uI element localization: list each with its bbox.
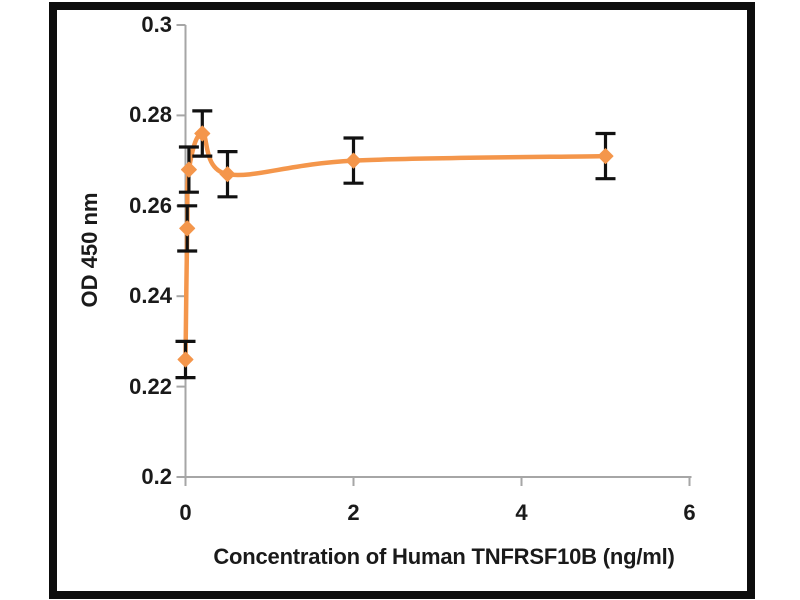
y-axis-title: OD 450 nm <box>77 192 102 308</box>
data-point-marker-3 <box>194 125 211 142</box>
x-tick-label-0: 0 <box>179 500 192 525</box>
y-tick-label-0.26: 0.26 <box>129 192 172 218</box>
data-point-marker-5 <box>345 152 362 169</box>
data-point-marker-6 <box>597 148 614 165</box>
y-tick-label-0.2: 0.2 <box>141 464 172 489</box>
series-line <box>183 131 608 362</box>
x-tick-label-2: 2 <box>347 500 360 525</box>
y-tick-label-0.24: 0.24 <box>129 283 172 309</box>
data-point-marker-0 <box>177 351 194 368</box>
y-tick-label-0.3: 0.3 <box>141 12 172 37</box>
x-axis-title: Concentration of Human TNFRSF10B (ng/ml) <box>213 544 675 569</box>
y-tick-label-0.28: 0.28 <box>129 102 172 128</box>
x-tick-label-4: 4 <box>515 500 528 525</box>
x-tick-label-6: 6 <box>683 500 696 525</box>
data-point-marker-2 <box>180 161 197 178</box>
data-point-marker-4 <box>219 166 236 183</box>
y-tick-label-0.22: 0.22 <box>129 373 172 399</box>
data-point-marker-1 <box>179 220 196 237</box>
chart-frame <box>49 2 755 599</box>
